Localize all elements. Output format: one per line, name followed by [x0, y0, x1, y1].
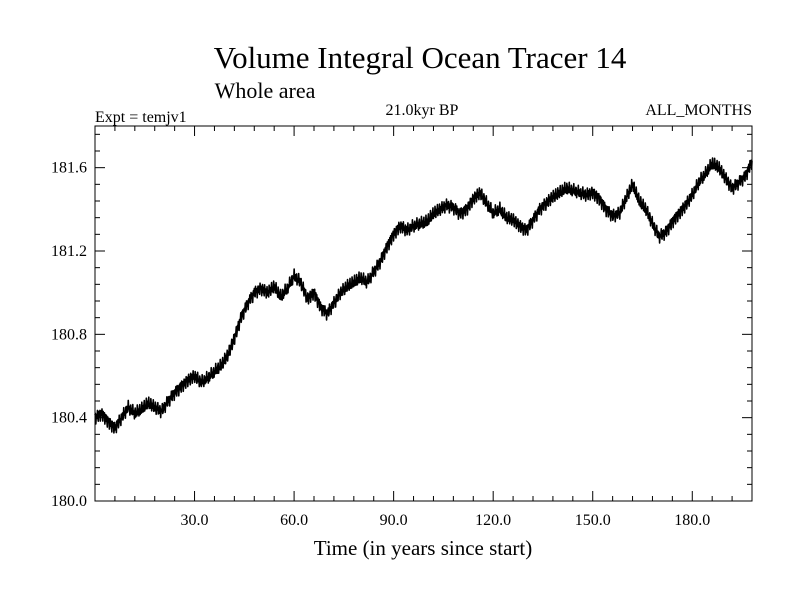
y-tick-label: 180.4	[51, 410, 87, 427]
data-series	[94, 157, 753, 434]
period-label: 21.0kyr BP	[386, 102, 459, 119]
x-tick-label: 30.0	[181, 512, 209, 529]
y-tick-labels: 180.0 180.4 180.8 181.2 181.6	[51, 160, 87, 510]
y-tick-label: 180.8	[51, 326, 87, 343]
plot-frame	[94, 125, 753, 502]
chart-subtitle: Whole area	[215, 78, 316, 103]
x-tick-label: 180.0	[674, 512, 710, 529]
y-tick-label: 180.0	[51, 493, 87, 510]
series-line	[94, 157, 753, 434]
x-tick-labels: 30.0 60.0 90.0 120.0 150.0 180.0	[181, 512, 711, 529]
x-tick-label: 150.0	[575, 512, 611, 529]
experiment-label: Expt = temjv1	[95, 109, 187, 126]
axis-ticks	[94, 126, 753, 502]
x-axis-label: Time (in years since start)	[314, 536, 533, 560]
x-tick-label: 60.0	[280, 512, 308, 529]
x-tick-label: 90.0	[380, 512, 408, 529]
y-tick-label: 181.2	[51, 243, 87, 260]
months-label: ALL_MONTHS	[645, 102, 752, 119]
chart-title: Volume Integral Ocean Tracer 14	[214, 40, 627, 75]
y-tick-label: 181.6	[51, 160, 87, 177]
x-tick-label: 120.0	[475, 512, 511, 529]
